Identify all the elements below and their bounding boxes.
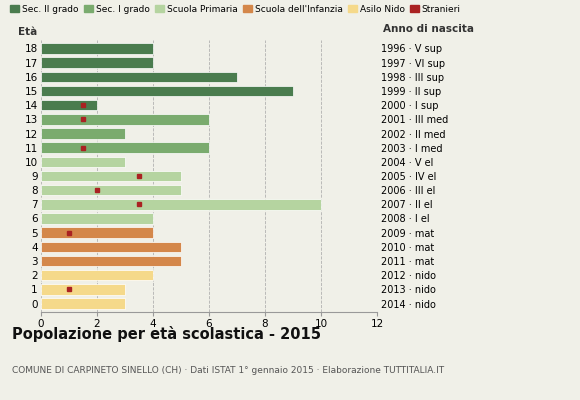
Bar bbox=[41, 227, 153, 238]
Bar bbox=[41, 213, 153, 224]
Bar bbox=[41, 270, 153, 280]
Bar bbox=[41, 43, 153, 54]
Bar bbox=[41, 86, 293, 96]
Text: Anno di nascita: Anno di nascita bbox=[383, 24, 474, 34]
Bar bbox=[41, 57, 153, 68]
Text: COMUNE DI CARPINETO SINELLO (CH) · Dati ISTAT 1° gennaio 2015 · Elaborazione TUT: COMUNE DI CARPINETO SINELLO (CH) · Dati … bbox=[12, 366, 444, 375]
Bar bbox=[41, 72, 237, 82]
Bar bbox=[41, 100, 97, 110]
Bar bbox=[41, 171, 181, 181]
Bar bbox=[41, 298, 125, 309]
Bar bbox=[41, 156, 125, 167]
Legend: Sec. II grado, Sec. I grado, Scuola Primaria, Scuola dell'Infanzia, Asilo Nido, : Sec. II grado, Sec. I grado, Scuola Prim… bbox=[10, 4, 461, 14]
Text: Età: Età bbox=[18, 27, 37, 37]
Bar bbox=[41, 242, 181, 252]
Bar bbox=[41, 128, 125, 139]
Bar bbox=[41, 114, 209, 125]
Bar bbox=[41, 284, 125, 295]
Bar bbox=[41, 142, 209, 153]
Bar bbox=[41, 256, 181, 266]
Bar bbox=[41, 185, 181, 196]
Text: Popolazione per età scolastica - 2015: Popolazione per età scolastica - 2015 bbox=[12, 326, 321, 342]
Bar bbox=[41, 199, 321, 210]
